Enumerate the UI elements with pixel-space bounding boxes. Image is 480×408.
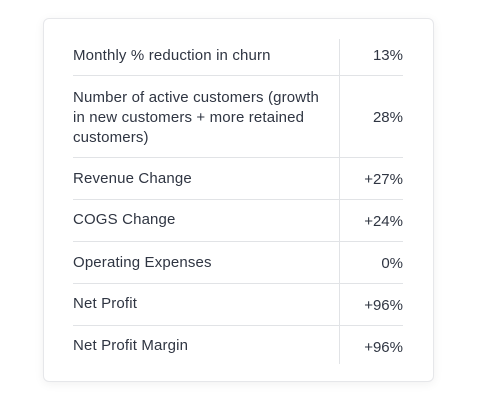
row-label: Operating Expenses <box>73 253 333 273</box>
column-divider <box>339 158 340 199</box>
row-label: Net Profit Margin <box>73 336 333 356</box>
column-divider <box>339 200 340 241</box>
row-value: 13% <box>343 46 403 66</box>
column-divider <box>339 39 340 75</box>
column-divider <box>339 326 340 364</box>
row-value: +27% <box>343 170 403 190</box>
row-value: +24% <box>343 212 403 232</box>
table-row: Monthly % reduction in churn 13% <box>73 39 403 76</box>
column-divider <box>339 284 340 325</box>
table-row: Operating Expenses 0% <box>73 242 403 284</box>
row-label: Number of active customers (growth in ne… <box>73 88 333 148</box>
row-label: Monthly % reduction in churn <box>73 46 333 66</box>
table-row: Number of active customers (growth in ne… <box>73 76 403 158</box>
row-label: COGS Change <box>73 210 333 230</box>
row-label: Net Profit <box>73 294 333 314</box>
table-row: Revenue Change +27% <box>73 158 403 200</box>
row-value: +96% <box>343 338 403 358</box>
metrics-table: Monthly % reduction in churn 13% Number … <box>73 39 403 364</box>
table-row: Net Profit Margin +96% <box>73 326 403 364</box>
table-row: Net Profit +96% <box>73 284 403 326</box>
row-value: 28% <box>343 108 403 128</box>
column-divider <box>339 242 340 283</box>
row-label: Revenue Change <box>73 169 333 189</box>
column-divider <box>339 76 340 157</box>
metrics-card: Monthly % reduction in churn 13% Number … <box>43 18 434 382</box>
row-value: +96% <box>343 296 403 316</box>
table-row: COGS Change +24% <box>73 200 403 242</box>
row-value: 0% <box>343 254 403 274</box>
